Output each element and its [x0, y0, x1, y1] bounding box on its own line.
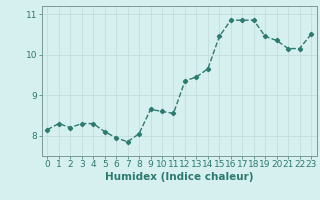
X-axis label: Humidex (Indice chaleur): Humidex (Indice chaleur) — [105, 172, 253, 182]
